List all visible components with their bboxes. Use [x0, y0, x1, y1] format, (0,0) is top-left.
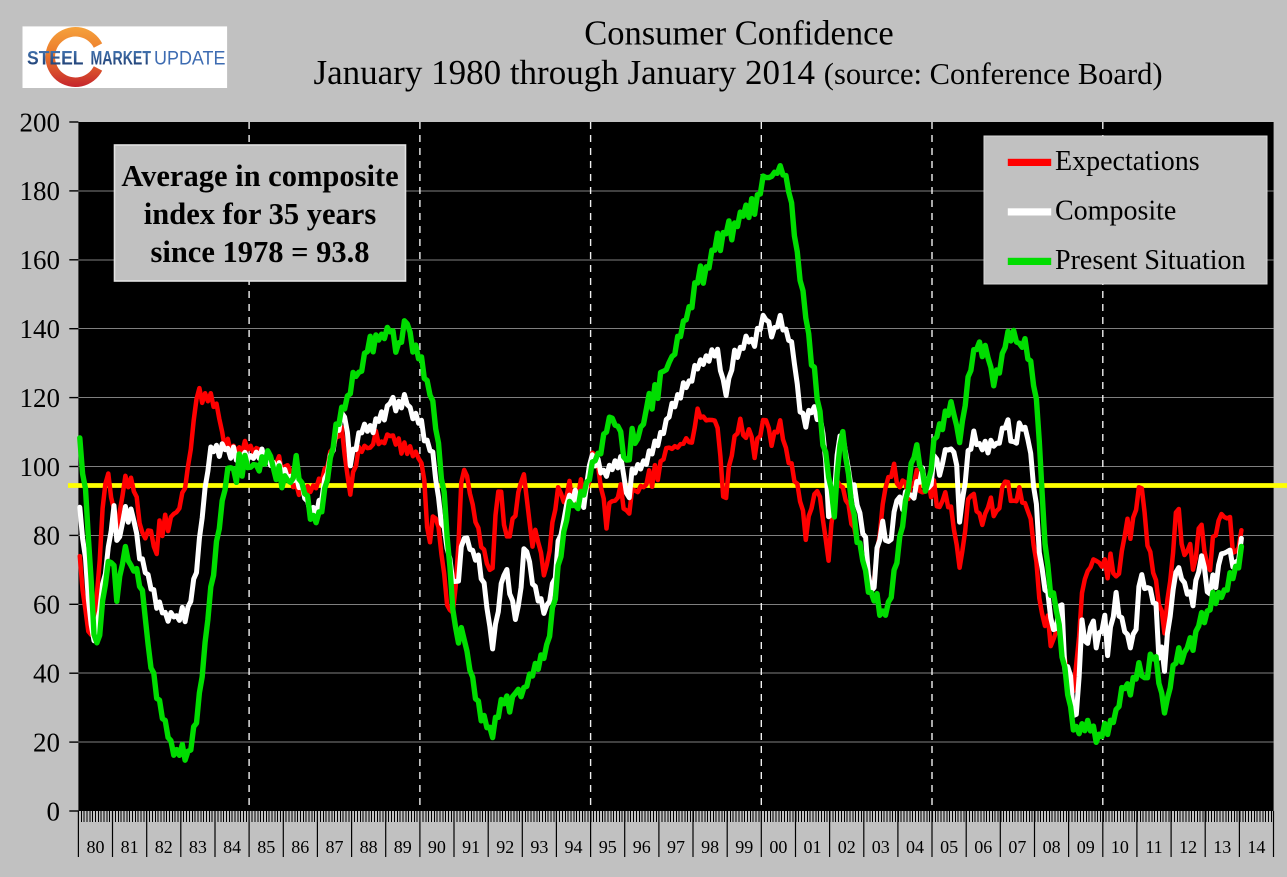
svg-text:140: 140: [20, 314, 61, 344]
svg-text:80: 80: [87, 837, 105, 857]
svg-text:88: 88: [360, 837, 378, 857]
svg-text:10: 10: [1111, 837, 1129, 857]
svg-text:09: 09: [1077, 837, 1095, 857]
svg-text:13: 13: [1213, 837, 1231, 857]
svg-text:98: 98: [701, 837, 719, 857]
svg-text:07: 07: [1008, 837, 1026, 857]
svg-text:200: 200: [20, 107, 61, 137]
svg-text:90: 90: [428, 837, 446, 857]
svg-text:84: 84: [223, 837, 241, 857]
svg-text:81: 81: [121, 837, 139, 857]
svg-text:since 1978 = 93.8: since 1978 = 93.8: [150, 235, 369, 269]
svg-text:04: 04: [906, 837, 924, 857]
svg-text:00: 00: [769, 837, 787, 857]
svg-text:06: 06: [974, 837, 992, 857]
svg-text:UPDATE: UPDATE: [154, 49, 226, 70]
svg-text:99: 99: [735, 837, 753, 857]
svg-text:60: 60: [33, 590, 60, 620]
svg-text:08: 08: [1043, 837, 1061, 857]
svg-text:82: 82: [155, 837, 173, 857]
svg-text:03: 03: [872, 837, 890, 857]
svg-text:40: 40: [33, 659, 60, 689]
svg-text:85: 85: [257, 837, 275, 857]
svg-text:11: 11: [1145, 837, 1162, 857]
svg-text:05: 05: [940, 837, 958, 857]
svg-text:93: 93: [530, 837, 548, 857]
svg-text:120: 120: [20, 383, 61, 413]
svg-text:83: 83: [189, 837, 207, 857]
svg-text:January 1980 through January 2: January 1980 through January 2014 (sourc…: [313, 53, 1162, 92]
svg-text:Consumer Confidence: Consumer Confidence: [584, 15, 893, 53]
svg-text:80: 80: [33, 521, 60, 551]
svg-text:01: 01: [804, 837, 822, 857]
svg-text:20: 20: [33, 727, 60, 757]
svg-text:Expectations: Expectations: [1055, 146, 1200, 177]
svg-text:160: 160: [20, 245, 61, 275]
svg-text:STEEL: STEEL: [27, 49, 84, 70]
svg-text:12: 12: [1179, 837, 1197, 857]
svg-text:96: 96: [633, 837, 651, 857]
svg-text:Present Situation: Present Situation: [1055, 245, 1246, 276]
svg-text:Composite: Composite: [1055, 196, 1176, 227]
svg-text:91: 91: [462, 837, 480, 857]
svg-text:86: 86: [291, 837, 309, 857]
svg-text:14: 14: [1247, 837, 1265, 857]
svg-text:180: 180: [20, 176, 61, 206]
svg-text:89: 89: [394, 837, 412, 857]
svg-text:97: 97: [667, 837, 685, 857]
svg-text:Average in composite: Average in composite: [121, 159, 398, 193]
svg-text:87: 87: [326, 837, 344, 857]
svg-text:0: 0: [47, 796, 61, 826]
svg-text:94: 94: [565, 837, 583, 857]
svg-text:02: 02: [838, 837, 856, 857]
svg-text:95: 95: [599, 837, 617, 857]
svg-text:100: 100: [20, 452, 61, 482]
svg-text:92: 92: [496, 837, 514, 857]
svg-text:index for 35 years: index for 35 years: [144, 197, 377, 231]
svg-text:MARKET: MARKET: [91, 49, 152, 70]
